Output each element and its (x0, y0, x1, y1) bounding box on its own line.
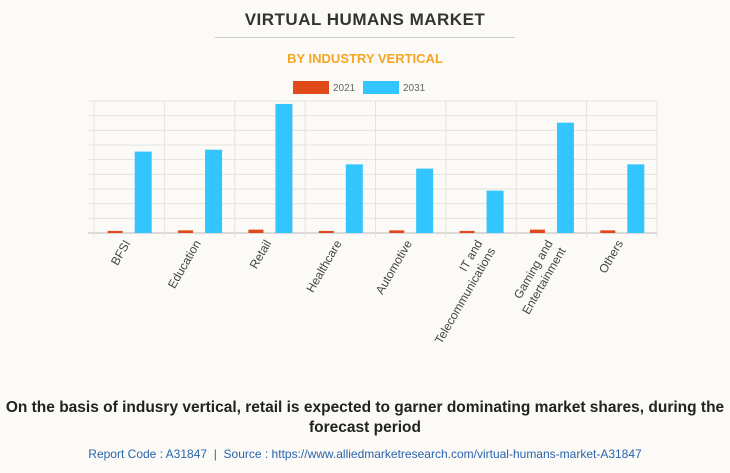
bar-2031-healthcare (345, 164, 363, 233)
x-tick-label: IT andTelecommunications (419, 238, 498, 347)
footer-separator: | (213, 447, 217, 461)
bar-2031-retail (275, 103, 293, 233)
bar-2031-education (205, 149, 223, 233)
title-divider (215, 37, 515, 38)
bar-2021-retail (248, 229, 264, 233)
bar-2031-gaming-and-entertainment (556, 122, 574, 233)
bar-chart: 2021 2031 BFSI Education Retail Healthcare Aut… (88, 81, 658, 347)
legend-swatch-2031 (363, 81, 399, 94)
legend-label-2031: 2031 (403, 83, 426, 94)
bar-2031-automotive (416, 168, 434, 233)
bar-2021-bfsi (107, 230, 123, 233)
bar-2021-others (600, 230, 616, 233)
chart-title: VIRTUAL HUMANS MARKET (244, 10, 486, 29)
report-code: Report Code : A31847 (88, 447, 208, 461)
bar-2031-it-and-telecommunications (486, 190, 504, 233)
x-tick-label: Gaming andEntertainment (506, 237, 569, 317)
source-link[interactable]: Source : https://www.alliedmarketresearc… (223, 447, 642, 461)
chart-subtitle: BY INDUSTRY VERTICAL (287, 51, 443, 66)
legend-swatch-2021 (293, 81, 329, 94)
caption: On the basis of indusry vertical, retail… (5, 399, 725, 436)
x-tick-label: Others (596, 238, 626, 276)
x-tick-label: BFSI (108, 238, 133, 268)
x-tick-label: Healthcare (303, 237, 344, 295)
bar-2021-education (178, 230, 194, 233)
x-tick-label: Retail (247, 238, 274, 272)
bar-2021-gaming-and-entertainment (529, 229, 545, 233)
bar-2021-healthcare (318, 230, 334, 233)
bar-2021-automotive (389, 230, 405, 233)
x-tick-label: Automotive (373, 237, 415, 296)
bar-2031-others (627, 164, 645, 233)
legend-label-2021: 2021 (333, 83, 356, 94)
footer: Report Code : A31847 | Source : https://… (0, 447, 730, 461)
x-tick-label: Education (165, 238, 204, 291)
bar-2021-it-and-telecommunications (459, 230, 475, 233)
bar-2031-bfsi (134, 151, 152, 233)
